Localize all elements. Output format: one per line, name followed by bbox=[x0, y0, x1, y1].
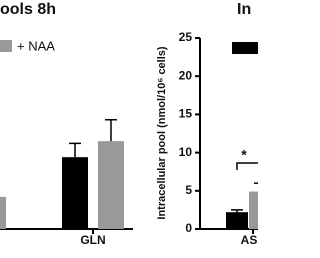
error-bar bbox=[231, 209, 243, 213]
bar bbox=[226, 212, 248, 229]
y-tick-label: 0 bbox=[185, 221, 192, 235]
annotation: * bbox=[241, 147, 247, 163]
bar bbox=[62, 157, 88, 229]
x-tick-label: GLN bbox=[80, 233, 105, 247]
bar bbox=[249, 191, 258, 229]
bar bbox=[0, 196, 6, 229]
y-tick-label: 25 bbox=[179, 30, 193, 44]
chart: ools 8h In Intracellular pool (nmol/10⁶ … bbox=[0, 1, 258, 247]
significance-bracket bbox=[236, 162, 258, 170]
chart-title: ools 8h bbox=[0, 1, 56, 18]
legend-swatch bbox=[232, 42, 258, 54]
bar bbox=[98, 141, 124, 229]
y-tick-label: 10 bbox=[179, 145, 193, 159]
page: {"chart_data": [ {"type": "bar", "title"… bbox=[0, 1, 258, 248]
chart-title: In bbox=[237, 1, 251, 18]
legend-label: + NAA bbox=[17, 38, 55, 53]
x-tick-label: ASP bbox=[241, 233, 258, 247]
y-tick-label: 15 bbox=[179, 107, 193, 121]
y-axis-label: Intracellular pool (nmol/10⁶ cells) bbox=[156, 46, 168, 220]
y-tick-label: 5 bbox=[185, 183, 192, 197]
error-bar bbox=[69, 142, 81, 158]
legend-swatch bbox=[0, 40, 12, 52]
y-tick-label: 20 bbox=[179, 68, 193, 82]
error-bar bbox=[105, 118, 117, 142]
error-bar bbox=[254, 182, 258, 184]
